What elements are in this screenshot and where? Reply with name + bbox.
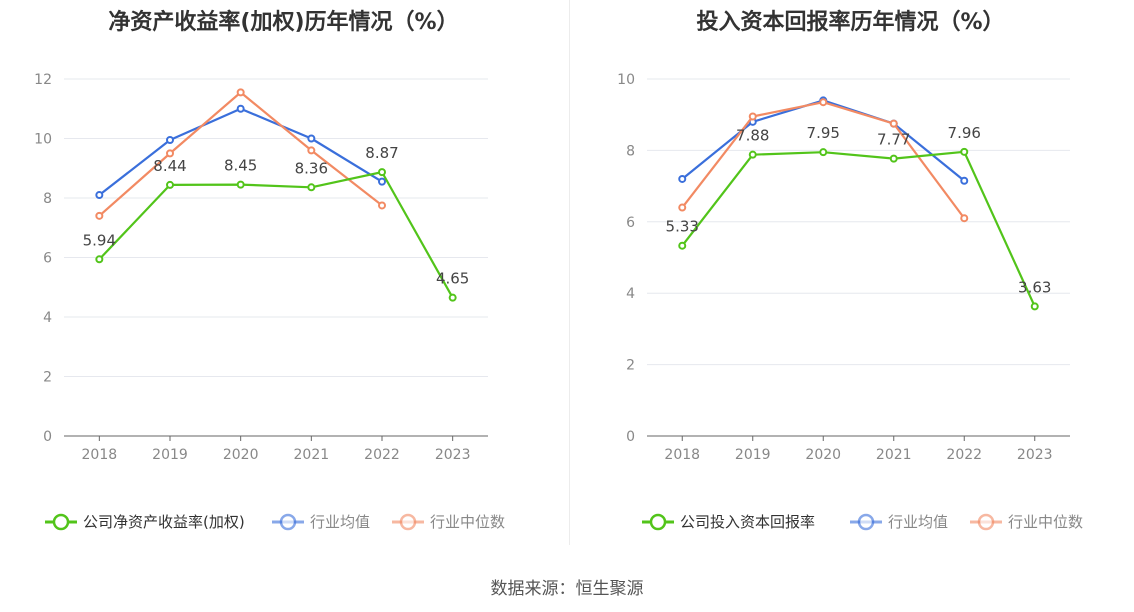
data-point (1030, 302, 1039, 311)
series-line (681, 150, 1036, 307)
left-chart-title: 净资产收益率(加权)历年情况（%） (108, 10, 459, 35)
data-point (95, 191, 104, 200)
legend-label: 公司净资产收益率(加权) (83, 513, 245, 531)
legend-marker-icon (977, 513, 995, 531)
x-tick-label: 2019 (735, 447, 771, 463)
data-point (748, 112, 757, 121)
data-label: 3.63 (1018, 278, 1051, 296)
legend-marker-icon (399, 513, 417, 531)
legend-marker-icon (857, 513, 875, 531)
legend-label: 行业均值 (888, 513, 948, 531)
y-tick-label: 2 (43, 370, 52, 386)
roe-chart: 0 2 4 6 8 10 12 2018 2019 2020 2021 2022 2023 5.94 8.4… (34, 72, 505, 531)
x-tick-label: 2022 (364, 447, 400, 463)
legend-item: 行业中位数 (392, 513, 505, 531)
data-label: 7.96 (948, 124, 981, 142)
legend-item: 公司净资产收益率(加权) (45, 513, 245, 531)
legend-marker-icon (279, 513, 297, 531)
y-tick-label: 12 (34, 72, 52, 88)
x-tick-label: 2023 (1017, 447, 1053, 463)
x-tick-label: 2019 (152, 447, 188, 463)
data-point (819, 98, 828, 107)
data-point (307, 146, 316, 155)
data-point (378, 177, 386, 186)
x-tick-label: 2023 (435, 447, 471, 463)
data-point (236, 104, 245, 113)
data-point (166, 135, 174, 144)
y-tick-label: 10 (617, 72, 635, 88)
data-label: 5.33 (666, 218, 699, 236)
legend-label: 行业中位数 (430, 513, 505, 531)
data-point (236, 88, 245, 97)
legend-label: 行业中位数 (1008, 513, 1083, 531)
data-point (678, 203, 687, 212)
x-tick-label: 2021 (294, 447, 330, 463)
data-point (95, 211, 104, 220)
y-tick-label: 2 (626, 358, 635, 374)
y-tick-label: 8 (43, 191, 52, 207)
data-point (378, 201, 386, 210)
y-tick-label: 8 (626, 143, 635, 159)
data-label: 8.87 (365, 144, 398, 162)
legend-label: 公司投入资本回报率 (680, 513, 815, 531)
data-point (960, 147, 969, 156)
data-label: 8.44 (153, 157, 186, 175)
legend-item: 公司投入资本回报率 (642, 513, 815, 531)
y-tick-label: 0 (43, 429, 52, 445)
panel-divider (569, 0, 570, 545)
y-tick-label: 10 (34, 132, 52, 148)
data-label: 8.45 (224, 157, 257, 175)
legend-item: 行业中位数 (970, 513, 1083, 531)
data-point (95, 255, 104, 264)
data-label: 8.36 (295, 159, 328, 177)
data-point (748, 150, 757, 159)
data-point (678, 174, 687, 183)
data-point (889, 154, 898, 163)
series-line (681, 101, 966, 219)
data-point (960, 214, 969, 223)
y-tick-label: 6 (43, 251, 52, 267)
x-tick-label: 2022 (946, 447, 982, 463)
series-line (98, 171, 454, 299)
x-tick-label: 2020 (223, 447, 259, 463)
data-point (307, 183, 316, 192)
y-tick-label: 0 (626, 429, 635, 445)
data-point (166, 180, 174, 189)
data-source-note: 数据来源：恒生聚源 (490, 579, 644, 599)
data-point (448, 293, 457, 302)
y-tick-label: 4 (43, 310, 52, 326)
legend-item: 行业均值 (272, 513, 370, 531)
x-tick-label: 2021 (876, 447, 912, 463)
data-label: 7.77 (877, 131, 910, 149)
roic-chart: 0 2 4 6 8 10 2018 2019 2020 2021 2022 2023 5.33 7.88 7… (617, 72, 1083, 531)
data-point (889, 119, 898, 128)
data-point (819, 148, 828, 157)
legend-marker-icon (649, 513, 667, 531)
data-point (378, 168, 386, 177)
data-label: 7.88 (736, 127, 769, 145)
data-label: 5.94 (83, 231, 116, 249)
right-chart-title: 投入资本回报率历年情况（%） (696, 10, 1005, 35)
data-point (960, 176, 969, 185)
data-point (678, 241, 687, 250)
y-tick-label: 4 (626, 286, 635, 302)
x-tick-label: 2018 (664, 447, 700, 463)
data-label: 4.65 (436, 270, 469, 288)
x-tick-label: 2018 (82, 447, 118, 463)
y-tick-label: 6 (626, 215, 635, 231)
data-label: 7.95 (807, 124, 840, 142)
legend-marker-icon (52, 513, 70, 531)
legend-label: 行业均值 (310, 513, 370, 531)
data-point (307, 134, 316, 143)
data-point (166, 149, 174, 158)
x-tick-label: 2020 (805, 447, 841, 463)
data-point (236, 180, 245, 189)
legend-item: 行业均值 (850, 513, 948, 531)
